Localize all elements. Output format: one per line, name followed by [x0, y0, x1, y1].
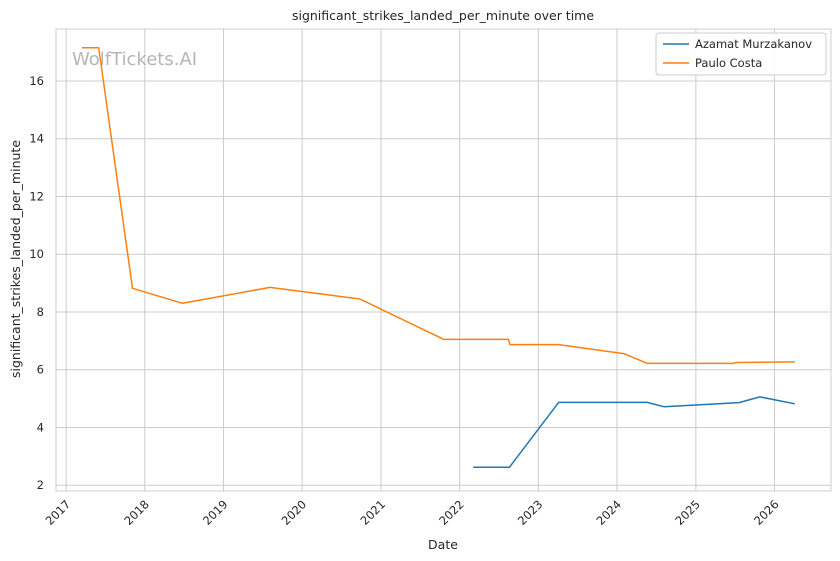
x-axis-label: Date [428, 537, 458, 552]
series-line-paulo-costa [81, 47, 795, 365]
x-tick-label: 2019 [200, 497, 231, 528]
series-line-azamat-murzakanov [473, 396, 795, 469]
x-tick-label: 2017 [43, 497, 74, 528]
x-tick-label: 2022 [436, 497, 467, 528]
y-tick-label: 6 [37, 363, 44, 377]
x-tick-label: 2023 [515, 497, 546, 528]
legend: Azamat Murzakanov Paulo Costa [655, 32, 827, 76]
y-tick-label: 14 [29, 132, 44, 146]
x-tick-label: 2021 [358, 497, 389, 528]
x-tick-label: 2020 [279, 497, 310, 528]
y-tick-label: 12 [29, 189, 44, 203]
x-tick-label: 2026 [751, 497, 782, 528]
y-tick-label: 16 [29, 74, 44, 88]
y-tick-label: 10 [29, 247, 44, 261]
y-tick-label: 4 [37, 420, 44, 434]
legend-label-paulo-costa: Paulo Costa [695, 56, 762, 70]
x-tick-label: 2018 [121, 497, 152, 528]
x-tick-label: 2024 [594, 497, 625, 528]
grid-lines [56, 29, 831, 491]
plot-area [55, 28, 832, 492]
watermark-text: WolfTickets.AI [72, 49, 197, 70]
series-lines [81, 47, 795, 469]
legend-label-azamat-murzakanov: Azamat Murzakanov [695, 37, 812, 51]
y-axis-label: significant_strikes_landed_per_minute [8, 140, 23, 378]
y-tick-label: 2 [37, 478, 44, 492]
x-tick-label: 2025 [672, 497, 703, 528]
legend-box [655, 32, 827, 76]
y-tick-label: 8 [37, 305, 44, 319]
chart-title: significant_strikes_landed_per_minute ov… [292, 8, 594, 23]
